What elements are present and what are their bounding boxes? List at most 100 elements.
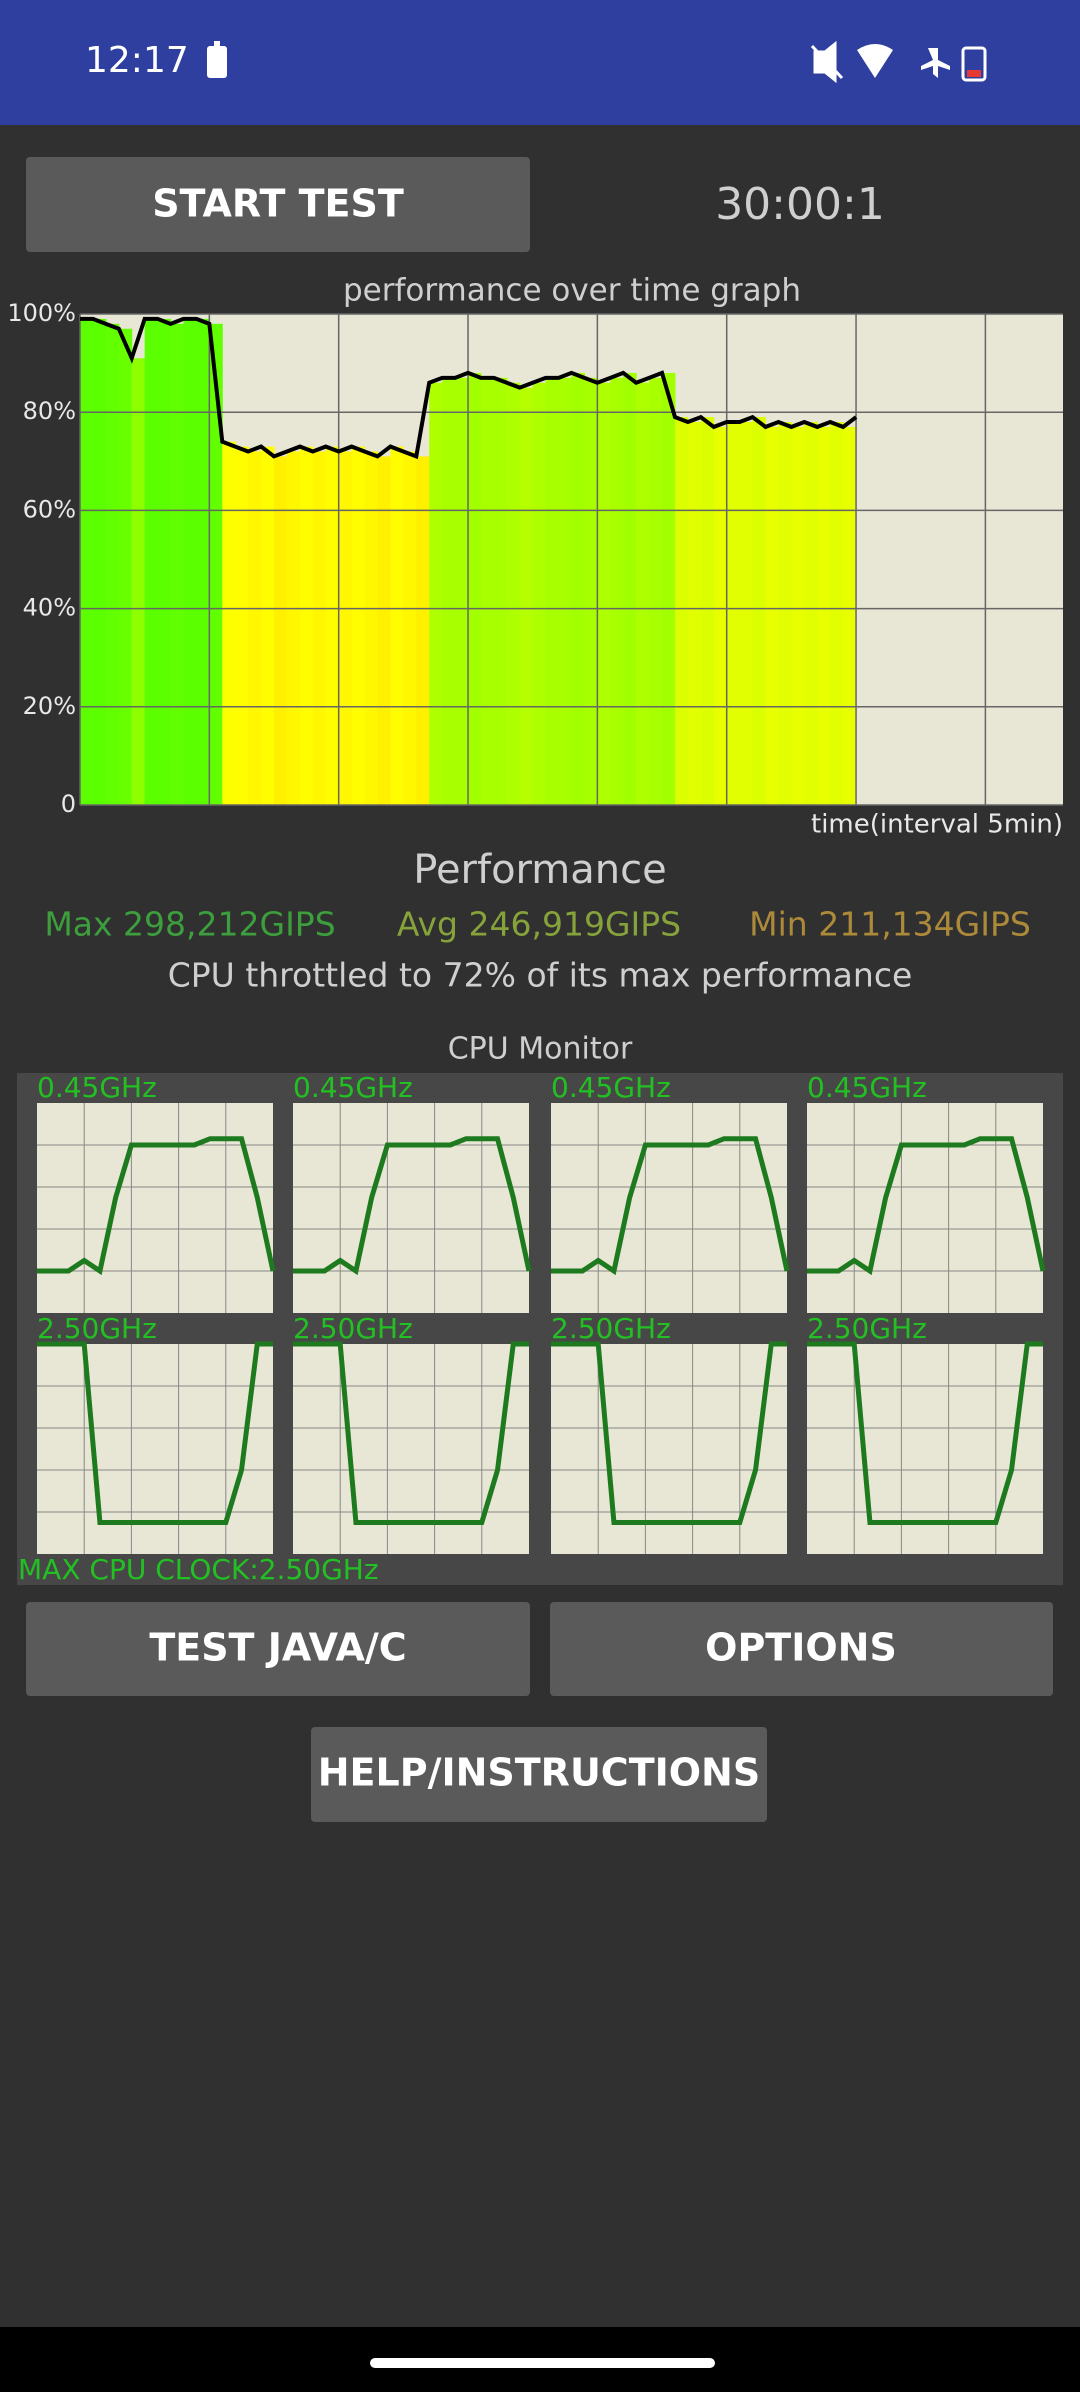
options-button[interactable]: OPTIONS [550, 1602, 1053, 1696]
core-line [293, 1341, 529, 1525]
performance-column [558, 377, 572, 805]
performance-column [338, 451, 353, 805]
performance-column [468, 372, 482, 805]
performance-column [80, 318, 94, 805]
performance-column [299, 446, 314, 805]
performance-column [700, 417, 715, 805]
max-stat: Max 298,212GIPS [44, 905, 335, 944]
performance-column [532, 382, 547, 805]
core-line [807, 1136, 1046, 1276]
test-java-button[interactable]: TEST JAVA/C [26, 1602, 530, 1696]
x-axis-label: time(interval 5min) [811, 810, 1063, 840]
performance-column [416, 456, 430, 805]
performance-column [674, 417, 689, 805]
core-graph [551, 1344, 787, 1554]
avg-stat: Avg 246,919GIPS [397, 905, 681, 944]
performance-column [261, 446, 275, 805]
performance-column [804, 422, 818, 805]
graph-title: performance over time graph [343, 273, 801, 309]
performance-column [726, 422, 741, 805]
test-java-label[interactable]: TEST JAVA/C [149, 1626, 406, 1670]
home-indicator[interactable] [370, 2358, 715, 2368]
clock: 12:17 [85, 40, 189, 81]
y-tick-label: 20% [23, 692, 76, 720]
y-tick-label: 100% [7, 299, 76, 327]
y-tick-label: 40% [23, 594, 76, 622]
core-line [37, 1136, 276, 1276]
performance-column [830, 422, 844, 805]
max-clock: MAX CPU CLOCK:2.50GHz [18, 1553, 379, 1586]
performance-column [235, 446, 249, 805]
cpu-monitor-title: CPU Monitor [448, 1032, 633, 1067]
core-frequency: 0.45GHz [293, 1071, 413, 1104]
performance-column [455, 377, 469, 805]
performance-title: Performance [413, 847, 666, 893]
performance-column [545, 377, 560, 805]
core-graph [37, 1103, 273, 1313]
core-graph [293, 1344, 529, 1554]
performance-column [390, 446, 404, 805]
y-tick-label: 80% [23, 397, 76, 425]
performance-column [519, 387, 534, 805]
core-frequency: 2.50GHz [37, 1312, 157, 1345]
performance-column [817, 426, 831, 805]
performance-column [157, 318, 172, 805]
start-label[interactable]: START TEST [152, 182, 404, 226]
core-frequency: 0.45GHz [551, 1071, 671, 1104]
performance-column [105, 323, 120, 805]
core-line [551, 1341, 787, 1525]
core-frequency: 0.45GHz [807, 1071, 927, 1104]
performance-column [286, 451, 301, 805]
y-tick-label: 60% [23, 495, 76, 523]
performance-column [623, 372, 637, 805]
core-frequency: 0.45GHz [37, 1071, 157, 1104]
performance-column [765, 426, 779, 805]
core-graph [807, 1103, 1043, 1313]
core-graph [293, 1103, 529, 1313]
performance-column [364, 451, 378, 805]
performance-column [196, 318, 210, 805]
performance-column [92, 318, 107, 805]
performance-column [442, 377, 456, 805]
performance-column [131, 358, 146, 805]
help-button[interactable]: HELP/INSTRUCTIONS [311, 1727, 767, 1822]
performance-column [325, 446, 340, 805]
performance-column [183, 318, 197, 805]
options-label[interactable]: OPTIONS [705, 1626, 897, 1670]
help-label[interactable]: HELP/INSTRUCTIONS [318, 1751, 760, 1795]
performance-column [636, 382, 650, 805]
performance-column [480, 377, 495, 805]
status-icons [207, 40, 987, 84]
performance-column [649, 377, 663, 805]
performance-column [778, 422, 792, 805]
performance-column [687, 422, 702, 805]
performance-column [791, 426, 805, 805]
performance-column [403, 451, 417, 805]
performance-column [377, 456, 391, 805]
performance-column [429, 382, 443, 805]
core-graph [551, 1103, 787, 1313]
core-graph [807, 1344, 1043, 1554]
performance-column [571, 372, 585, 805]
core-line [293, 1136, 532, 1276]
performance-column [739, 422, 754, 805]
performance-column [209, 323, 223, 805]
performance-column [662, 372, 676, 805]
performance-column [610, 377, 624, 805]
performance-column [506, 382, 521, 805]
status-bar [0, 0, 1080, 125]
performance-column [843, 426, 857, 805]
throttle-summary: CPU throttled to 72% of its max performa… [168, 956, 913, 995]
performance-column [118, 328, 133, 805]
performance-column [493, 377, 508, 805]
performance-column [222, 441, 236, 805]
min-stat: Min 211,134GIPS [749, 905, 1031, 944]
performance-column [274, 456, 288, 805]
performance-column [752, 417, 767, 805]
start-button[interactable]: START TEST [26, 157, 530, 252]
performance-column [248, 451, 262, 805]
performance-column [351, 446, 366, 805]
core-line [807, 1341, 1043, 1525]
